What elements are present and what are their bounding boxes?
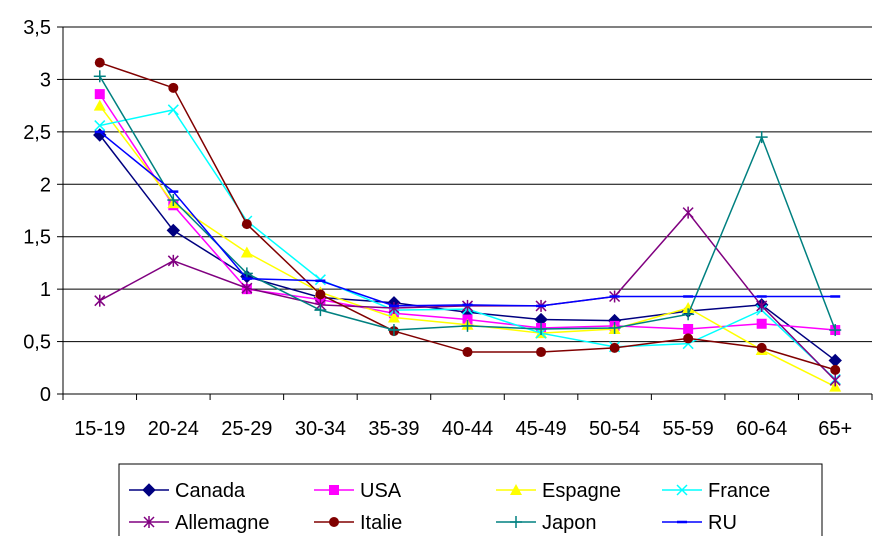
legend-label-france: France (708, 480, 770, 502)
data-point-japon (608, 321, 621, 334)
data-point-usa (94, 89, 105, 100)
x-tick-label: 40-44 (442, 418, 493, 440)
x-tick-label: 60-64 (736, 418, 787, 440)
legend-item-espagne: Espagne (496, 480, 621, 502)
legend-item-italie: Italie (314, 512, 402, 534)
data-point-allemagne (167, 254, 179, 267)
legend-item-ru: RU (662, 512, 737, 534)
data-point-allemagne (829, 374, 841, 387)
data-point-espagne (387, 311, 400, 323)
series-line-usa (99, 93, 836, 331)
data-point-japon (461, 319, 474, 332)
legend-marker (510, 516, 522, 528)
x-tick-label: 65+ (818, 418, 852, 440)
legend-label-ru: RU (708, 512, 737, 534)
series-line-france (99, 108, 836, 380)
axes (57, 26, 873, 400)
legend-marker (143, 516, 155, 528)
series-lines (93, 57, 842, 392)
x-tick-label: 25-29 (221, 418, 272, 440)
data-point-japon (167, 194, 180, 207)
data-point-usa (683, 323, 694, 334)
legend-item-france: France (662, 480, 770, 502)
data-point-espagne (93, 99, 106, 111)
data-point-japon (829, 324, 842, 337)
x-tick-label: 55-59 (663, 418, 714, 440)
legend-item-japon: Japon (496, 512, 597, 534)
legend: Canada USA Espagne France Allemagne Italie Jap… (118, 463, 823, 536)
data-point-espagne (682, 302, 695, 314)
y-tick-label: 3,5 (23, 17, 51, 39)
data-point-italie (168, 82, 179, 93)
x-tick-label: 15-19 (74, 418, 125, 440)
legend-marker (329, 517, 339, 527)
data-point-italie (241, 219, 252, 230)
data-point-france-stroke (167, 104, 179, 116)
y-tick-label: 0 (40, 384, 51, 406)
data-point-japon (387, 324, 400, 337)
legend-label-japon: Japon (542, 512, 597, 534)
y-tick-label: 1,5 (23, 227, 51, 249)
legend-marker (676, 484, 688, 496)
series-usa (94, 89, 841, 336)
legend-label-espagne: Espagne (542, 480, 621, 502)
data-point-italie (756, 342, 767, 353)
data-point-japon (93, 70, 106, 83)
y-tick-label: 1 (40, 279, 51, 301)
data-point-allemagne (756, 299, 768, 312)
legend-box (118, 463, 823, 536)
data-point-italie (536, 347, 547, 358)
data-point-italie (683, 333, 694, 344)
y-tick-label: 2,5 (23, 122, 51, 144)
data-point-france (167, 104, 179, 116)
legend-marker (329, 485, 339, 495)
series-france (94, 104, 841, 385)
legend-marker (510, 484, 522, 495)
legend-marker-stroke (676, 484, 688, 496)
series-line-japon (99, 75, 836, 331)
data-point-japon (755, 131, 768, 144)
legend-item-canada: Canada (129, 480, 246, 502)
data-point-espagne (240, 246, 253, 258)
tick-labels: 0 0,5 1 1,5 2 2,5 3 3,5 15-19 20-24 25-29 30-34 35-3… (23, 17, 852, 440)
data-point-france (94, 120, 106, 132)
series-line-ru (99, 131, 836, 307)
data-point-italie (462, 347, 473, 358)
x-tick-label: 30-34 (295, 418, 346, 440)
data-point-usa (756, 318, 767, 329)
legend-label-italie: Italie (360, 512, 402, 534)
y-tick-label: 3 (40, 69, 51, 91)
data-point-japon (682, 308, 695, 321)
legend-label-usa: USA (360, 480, 402, 502)
data-point-italie (609, 342, 620, 353)
legend-marker (142, 483, 156, 497)
legend-label-allemagne: Allemagne (175, 512, 270, 534)
x-tick-label: 20-24 (148, 418, 199, 440)
data-point-allemagne (241, 282, 253, 295)
data-point-allemagne (94, 294, 106, 307)
y-tick-label: 2 (40, 174, 51, 196)
data-point-italie (94, 57, 105, 68)
data-point-italie (315, 289, 326, 300)
y-tick-label: 0,5 (23, 332, 51, 354)
series-ru (94, 130, 841, 308)
data-point-italie (830, 364, 841, 375)
x-tick-label: 35-39 (368, 418, 419, 440)
data-point-france-stroke (94, 120, 106, 132)
data-point-allemagne (682, 206, 694, 219)
legend-item-usa: USA (314, 480, 402, 502)
data-point-canada (828, 353, 842, 368)
x-tick-label: 50-54 (589, 418, 640, 440)
data-point-canada (166, 223, 181, 238)
gridlines (63, 26, 872, 343)
legend-label-canada: Canada (175, 480, 246, 502)
data-point-japon (535, 322, 548, 335)
legend-item-allemagne: Allemagne (129, 512, 270, 534)
x-tick-label: 45-49 (515, 418, 566, 440)
data-point-japon (314, 304, 327, 317)
